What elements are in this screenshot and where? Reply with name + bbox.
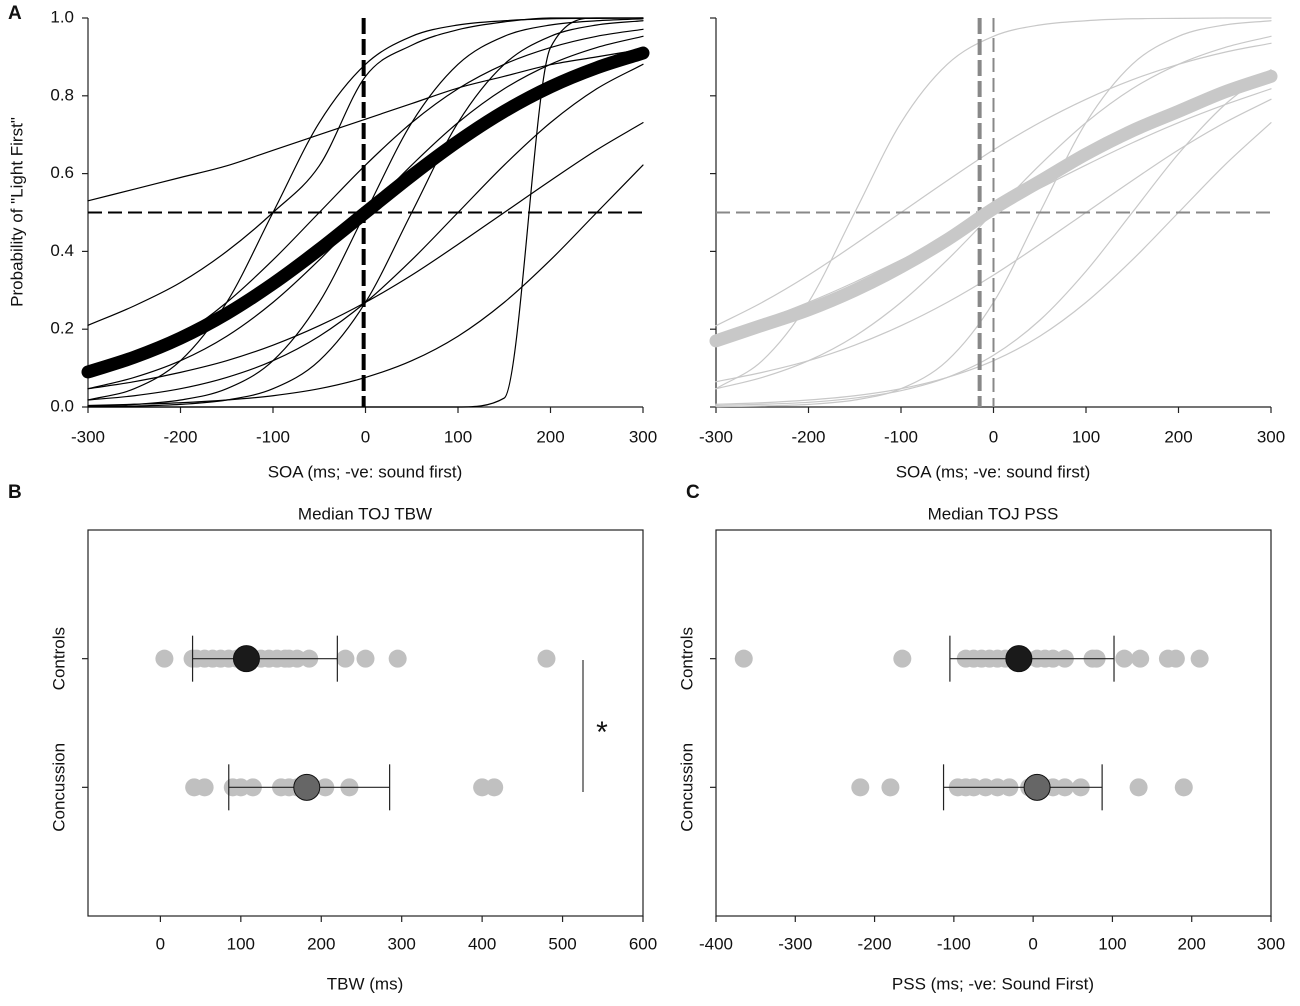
x-tick-label: -400 <box>699 934 733 953</box>
y-tick-label: Concussion <box>49 743 68 832</box>
curve <box>715 98 1272 383</box>
mean-curve <box>81 46 650 379</box>
data-point <box>1129 778 1148 797</box>
y-tick-label: Controls <box>49 627 68 690</box>
x-tick-label: -100 <box>256 427 290 446</box>
curve <box>715 69 1272 407</box>
x-tick-label: 100 <box>227 934 255 953</box>
chart-title: Median TOJ PSS <box>928 504 1059 523</box>
data-point <box>1131 649 1150 668</box>
curve <box>87 17 644 408</box>
x-tick-label: -300 <box>699 427 733 446</box>
x-tick-label: 300 <box>629 427 657 446</box>
y-tick-label: 0.4 <box>50 241 74 260</box>
significance-marker: * <box>596 716 608 749</box>
y-tick-label: Controls <box>677 627 696 690</box>
data-point <box>195 778 214 797</box>
x-tick-label: -200 <box>858 934 892 953</box>
x-tick-label: -100 <box>884 427 918 446</box>
data-point <box>1115 649 1134 668</box>
y-tick-label: 0.8 <box>50 85 74 104</box>
x-tick-label: -300 <box>778 934 812 953</box>
data-point <box>537 649 556 668</box>
median-point <box>1023 773 1051 801</box>
data-point <box>388 649 407 668</box>
x-tick-label: 0 <box>1028 934 1037 953</box>
x-tick-label: 600 <box>629 934 657 953</box>
y-tick-label: 0.0 <box>50 396 74 415</box>
x-tick-label: 300 <box>388 934 416 953</box>
y-tick-label: 0.6 <box>50 163 74 182</box>
data-point <box>851 778 870 797</box>
median-point <box>293 773 321 801</box>
x-tick-label: 200 <box>1164 427 1192 446</box>
x-axis-label: PSS (ms; -ve: Sound First) <box>892 974 1094 993</box>
y-tick-label: 0.2 <box>50 319 74 338</box>
x-tick-label: -100 <box>937 934 971 953</box>
x-tick-label: 200 <box>307 934 335 953</box>
x-tick-label: 300 <box>1257 934 1285 953</box>
median-point <box>1005 645 1033 673</box>
x-tick-label: -200 <box>791 427 825 446</box>
x-axis-label: SOA (ms; -ve: sound first) <box>268 462 463 481</box>
curve <box>87 17 644 401</box>
mean-curve <box>709 69 1278 348</box>
x-tick-label: 200 <box>536 427 564 446</box>
x-tick-label: 300 <box>1257 427 1285 446</box>
panel-label: C <box>686 482 700 503</box>
data-point <box>893 649 912 668</box>
x-tick-label: 500 <box>548 934 576 953</box>
data-point <box>155 649 174 668</box>
x-tick-label: 400 <box>468 934 496 953</box>
plot-frame <box>715 529 1272 917</box>
chart-title: Median TOJ TBW <box>298 504 432 523</box>
y-tick-label: Concussion <box>677 743 696 832</box>
data-point <box>336 649 355 668</box>
x-axis-label: SOA (ms; -ve: sound first) <box>896 462 1091 481</box>
curve <box>87 17 644 326</box>
y-axis-label: Probability of "Light First" <box>7 117 26 307</box>
data-point <box>734 649 753 668</box>
data-point <box>485 778 504 797</box>
y-tick-label: 1.0 <box>50 7 74 26</box>
x-tick-label: 200 <box>1178 934 1206 953</box>
data-point <box>1166 649 1185 668</box>
x-tick-label: 0 <box>361 427 370 446</box>
curve <box>87 48 644 202</box>
panel-label: B <box>8 482 22 503</box>
x-tick-label: -300 <box>71 427 105 446</box>
x-tick-label: -200 <box>163 427 197 446</box>
data-point <box>881 778 900 797</box>
data-point <box>1190 649 1209 668</box>
x-tick-label: 100 <box>1098 934 1126 953</box>
x-axis-label: TBW (ms) <box>327 974 403 993</box>
x-tick-label: 100 <box>1072 427 1100 446</box>
x-tick-label: 0 <box>156 934 165 953</box>
data-point <box>356 649 375 668</box>
curve <box>87 20 644 408</box>
median-point <box>232 645 260 673</box>
x-tick-label: 100 <box>444 427 472 446</box>
curve <box>715 20 1272 408</box>
x-tick-label: 0 <box>989 427 998 446</box>
panel-label: A <box>8 3 22 24</box>
data-point <box>1174 778 1193 797</box>
plot-frame <box>87 529 644 917</box>
